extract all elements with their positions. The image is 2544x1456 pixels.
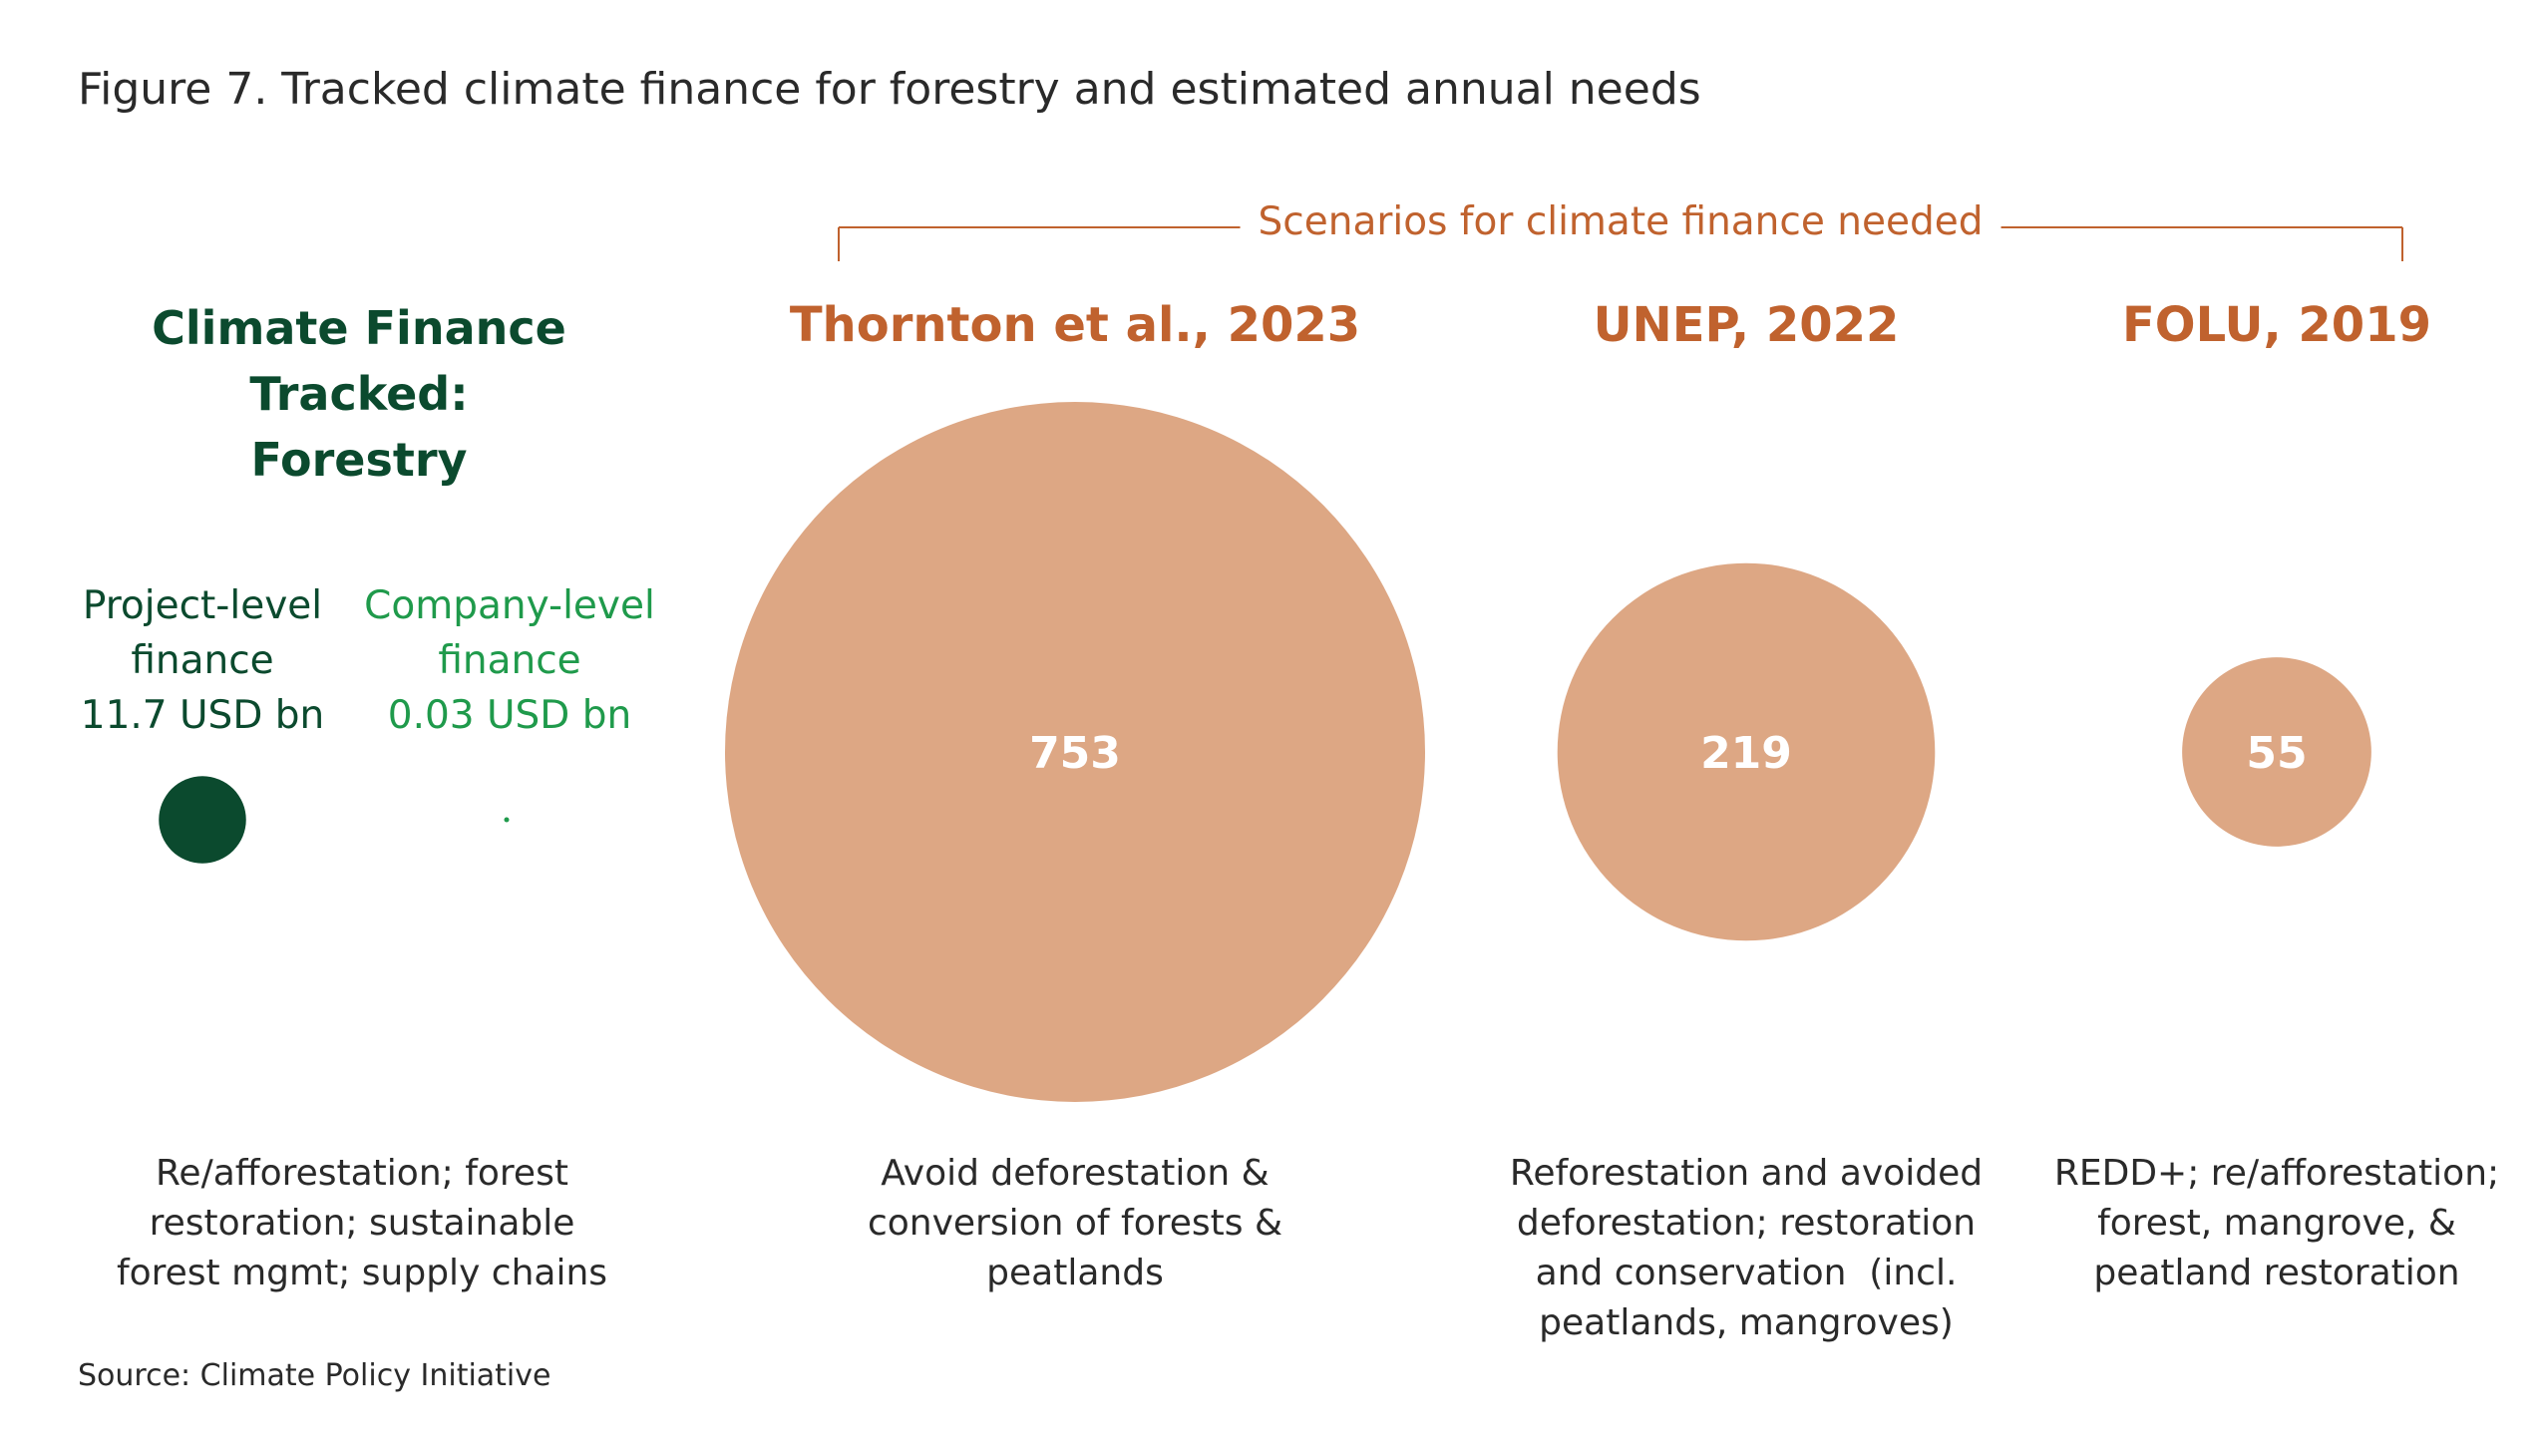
project-label-value: 11.7 USD bn <box>80 693 325 738</box>
scenario-bubble-1 <box>1557 562 1936 941</box>
company-label-line1: Company-level <box>364 583 655 628</box>
project-level-label: Project-level finance 11.7 USD bn <box>81 578 324 743</box>
scenarios-header: Scenarios for climate finance needed <box>1240 199 2001 244</box>
desc-line: Avoid deforestation & <box>881 1153 1270 1194</box>
tracked-heading: Climate Finance Tracked: Forestry <box>40 295 678 493</box>
desc-line: deforestation; restoration <box>1516 1203 1977 1244</box>
desc-line: Reforestation and avoided <box>1509 1153 1984 1194</box>
tracked-bubble-0 <box>159 776 246 864</box>
scenario-bubble-2 <box>2182 657 2371 847</box>
company-level-label: Company-level finance 0.03 USD bn <box>364 578 655 743</box>
bubbles-group: 753 219 55 <box>159 402 2371 1102</box>
scenario-title-thornton: Thornton et al., 2023 <box>789 297 1361 353</box>
company-label-line2: finance <box>438 638 581 683</box>
desc-line: conversion of forests & <box>867 1203 1283 1244</box>
desc-line: restoration; sustainable <box>149 1203 575 1244</box>
scenario-bubble-label-1: 219 <box>1700 728 1792 779</box>
company-label-value: 0.03 USD bn <box>387 693 632 738</box>
desc-line: peatland restoration <box>2093 1253 2460 1293</box>
figure-title: Figure 7. Tracked climate finance for fo… <box>78 64 1701 115</box>
tracked-heading-line1: Climate Finance Tracked: <box>152 301 566 421</box>
scenario-bubble-label-2: 55 <box>2246 728 2307 779</box>
desc-line: forest, mangrove, & <box>2097 1203 2456 1244</box>
thornton-description: Avoid deforestation & conversion of fore… <box>796 1149 1354 1298</box>
tracked-bubble-1 <box>504 817 510 823</box>
unep-description: Reforestation and avoided deforestation;… <box>1467 1149 2025 1348</box>
desc-line: REDD+; re/afforestation; <box>2053 1153 2500 1194</box>
desc-line: peatlands, mangroves) <box>1539 1302 1954 1343</box>
scenario-title-folu: FOLU, 2019 <box>2122 297 2431 353</box>
tracked-heading-line2: Forestry <box>250 433 468 487</box>
desc-line: and conservation (incl. <box>1535 1253 1958 1293</box>
scenario-bubble-0 <box>725 402 1425 1102</box>
desc-line: peatlands <box>986 1253 1164 1293</box>
folu-description: REDD+; re/afforestation; forest, mangrov… <box>2027 1149 2526 1298</box>
desc-line: Re/afforestation; forest <box>156 1153 568 1194</box>
scenario-bubble-label-0: 753 <box>1029 728 1121 779</box>
desc-line: forest mgmt; supply chains <box>116 1253 608 1293</box>
source-note: Source: Climate Policy Initiative <box>78 1358 551 1393</box>
scenario-title-unep: UNEP, 2022 <box>1593 297 1900 353</box>
project-label-line1: Project-level <box>82 583 323 628</box>
project-label-line2: finance <box>131 638 274 683</box>
tracked-description: Re/afforestation; forest restoration; su… <box>83 1149 641 1298</box>
